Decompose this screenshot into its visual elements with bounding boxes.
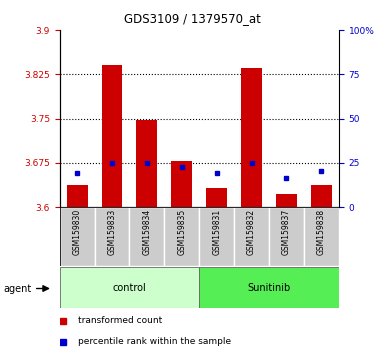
Bar	[304, 207, 339, 266]
Bar	[241, 68, 262, 207]
Text: GSM159830: GSM159830	[73, 209, 82, 255]
Bar	[311, 185, 332, 207]
Bar	[276, 194, 297, 207]
Bar	[60, 207, 95, 266]
Bar	[95, 207, 129, 266]
Text: GSM159834: GSM159834	[142, 209, 151, 255]
Bar	[206, 188, 227, 207]
Bar	[199, 207, 234, 266]
Bar	[199, 267, 339, 308]
Bar	[129, 207, 164, 266]
Text: GSM159832: GSM159832	[247, 209, 256, 255]
Text: percentile rank within the sample: percentile rank within the sample	[78, 337, 231, 346]
Text: GSM159835: GSM159835	[177, 209, 186, 255]
Text: GDS3109 / 1379570_at: GDS3109 / 1379570_at	[124, 12, 261, 25]
Bar	[136, 120, 157, 207]
Text: GSM159837: GSM159837	[282, 209, 291, 255]
Bar	[234, 207, 269, 266]
Bar	[269, 207, 304, 266]
Bar	[102, 65, 122, 207]
Text: agent: agent	[4, 284, 32, 293]
Text: GSM159831: GSM159831	[212, 209, 221, 255]
Text: transformed count: transformed count	[78, 316, 162, 325]
Text: GSM159838: GSM159838	[317, 209, 326, 255]
Text: GSM159833: GSM159833	[107, 209, 117, 255]
Bar	[60, 267, 199, 308]
Text: Sunitinib: Sunitinib	[248, 282, 291, 293]
Bar	[164, 207, 199, 266]
Text: control: control	[112, 282, 146, 293]
Bar	[171, 161, 192, 207]
Bar	[67, 185, 88, 207]
